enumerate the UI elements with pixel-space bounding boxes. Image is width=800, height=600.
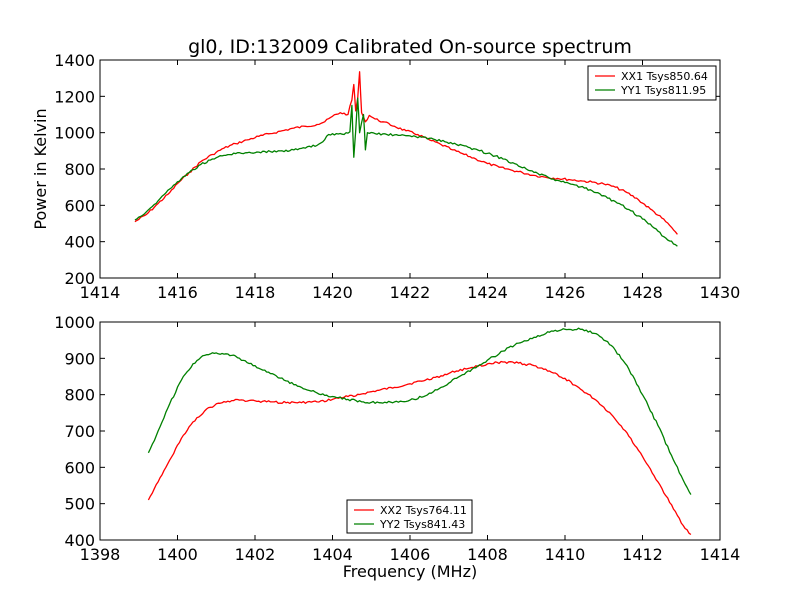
x-tick-label: 1430: [700, 283, 741, 302]
y-tick-label: 900: [64, 349, 95, 368]
series-line-xx: [147, 360, 692, 536]
y-tick-label: 500: [64, 495, 95, 514]
bottom-plot-frame: [99, 321, 721, 541]
x-tick-label: 1426: [545, 283, 586, 302]
y-tick-label: 600: [64, 196, 95, 215]
series-line-yy: [134, 97, 678, 247]
x-tick-label: 1416: [157, 283, 198, 302]
y-tick-label: 1400: [54, 51, 95, 70]
top-ticks: 1414 1416 1418 1420 1422 1424 1426 1428 1430 200 4…: [54, 51, 740, 302]
y-tick-label: 1200: [54, 87, 95, 106]
legend-box: [346, 499, 473, 534]
x-tick-label: 1422: [390, 283, 431, 302]
y-tick-label: 600: [64, 458, 95, 477]
x-tick-label: 1406: [390, 545, 431, 564]
x-tick-label: 1404: [312, 545, 353, 564]
x-tick-label: 1420: [312, 283, 353, 302]
top-plot-frame: [99, 59, 721, 279]
y-tick-label: 200: [64, 269, 95, 288]
y-tick-label: 1000: [54, 313, 95, 332]
legend-entry-label: YY2 Tsys841.43: [379, 518, 465, 531]
y-tick-label: 800: [64, 386, 95, 405]
bottom-x-axis-label: Frequency (MHz): [343, 562, 477, 581]
x-tick-label: 1424: [467, 283, 508, 302]
y-tick-label: 700: [64, 422, 95, 441]
y-tick-label: 400: [64, 233, 95, 252]
figure-title: gl0, ID:132009 Calibrated On-source spec…: [188, 36, 632, 58]
top-y-axis-label: Power in Kelvin: [31, 108, 50, 229]
x-tick-label: 1428: [622, 283, 663, 302]
legend-box: [587, 65, 717, 101]
x-tick-label: 1410: [545, 545, 586, 564]
y-tick-label: 800: [64, 160, 95, 179]
x-tick-label: 1398: [80, 545, 121, 564]
legend-entry-label: XX1 Tsys850.64: [621, 70, 708, 83]
y-tick-label: 400: [64, 531, 95, 550]
series-line-yy: [147, 327, 692, 495]
x-tick-label: 1402: [235, 545, 276, 564]
legend-entry-label: YY1 Tsys811.95: [620, 84, 706, 97]
bottom-spectrum-panel: Frequency (MHz) 1398 1400 1402 1404 1406 1408…: [54, 313, 740, 581]
x-tick-label: 1418: [235, 283, 276, 302]
x-tick-label: 1408: [467, 545, 508, 564]
top-spectrum-panel: Power in Kelvin 1414 1416 1418 1420 1422 1424…: [31, 51, 740, 302]
x-tick-label: 1414: [80, 283, 121, 302]
series-line-xx: [134, 71, 678, 235]
x-tick-label: 1414: [700, 545, 741, 564]
y-tick-label: 1000: [54, 124, 95, 143]
x-tick-label: 1400: [157, 545, 198, 564]
x-tick-label: 1412: [622, 545, 663, 564]
legend-entry-label: XX2 Tsys764.11: [380, 504, 467, 517]
top-series: [134, 71, 678, 247]
bottom-ticks: 1398 1400 1402 1404 1406 1408 1410 1412 1414 400 5…: [54, 313, 740, 564]
bottom-series: [147, 327, 692, 536]
